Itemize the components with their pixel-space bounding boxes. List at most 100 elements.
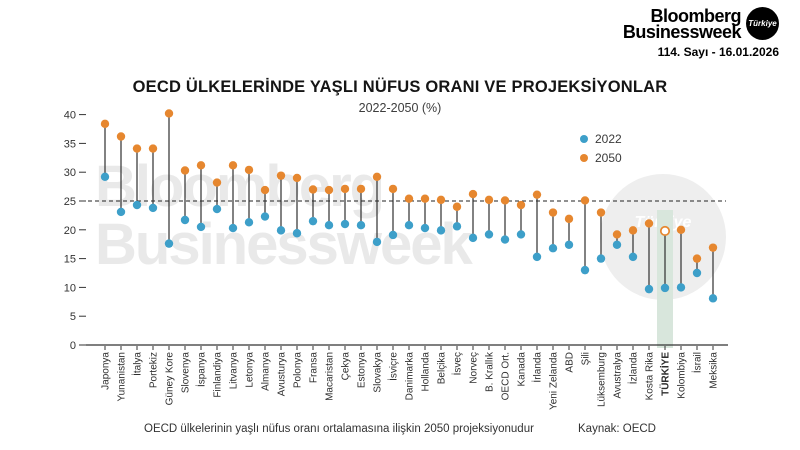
x-category-label: Şili	[581, 352, 592, 365]
dot-2022	[452, 222, 462, 231]
x-category-label: Meksika	[709, 352, 720, 389]
x-category-label: Yunanistan	[117, 352, 128, 402]
legend-label-2050: 2050	[595, 150, 622, 165]
x-category-label: Kolombiya	[677, 352, 688, 399]
y-tick-label: 30	[64, 167, 76, 179]
x-category-label: İzlanda	[627, 352, 640, 385]
x-category-label: Çekya	[341, 352, 352, 381]
x-category-label: İsveç	[451, 352, 464, 375]
dot-2050	[452, 202, 462, 211]
dot-2050	[644, 219, 654, 228]
dot-2022	[564, 240, 574, 249]
dot-2022	[596, 254, 606, 263]
dot-2050	[484, 195, 494, 205]
dot-2050	[659, 225, 671, 237]
x-category-label: Avustralya	[613, 352, 624, 399]
x-category-label: Avusturya	[277, 352, 288, 397]
dot-2050	[500, 196, 510, 205]
dot-2050	[196, 161, 206, 170]
dot-2022	[436, 226, 446, 235]
logo-line1: Bloomberg	[650, 5, 741, 26]
x-category-label: Hollanda	[421, 352, 432, 392]
dot-2022	[324, 220, 334, 230]
dot-2022	[628, 252, 638, 262]
chart-title: OECD ÜLKELERİNDE YAŞLI NÜFUS ORANI VE PR…	[132, 78, 668, 96]
x-category-label: ABD	[565, 352, 576, 373]
x-category-label: Polonya	[293, 352, 304, 389]
dot-2022	[132, 200, 142, 210]
dot-2022	[468, 233, 478, 243]
dot-2050	[132, 144, 142, 153]
dot-2050	[372, 172, 382, 182]
dot-2050	[180, 166, 190, 175]
x-category-label: Lüksemburg	[597, 352, 608, 407]
dot-2022	[372, 237, 382, 247]
dot-2050	[404, 194, 414, 203]
dot-2022	[212, 204, 222, 214]
y-tick-label: 35	[64, 138, 76, 150]
dot-2022	[276, 226, 286, 235]
x-category-label: İsviçre	[387, 352, 400, 381]
dot-2022	[708, 294, 718, 303]
chart-subtitle: 2022-2050 (%)	[358, 101, 442, 115]
dot-2022	[548, 244, 558, 253]
dot-2050	[164, 109, 174, 118]
dot-2050	[612, 230, 622, 239]
dot-2022	[116, 207, 126, 217]
dot-2050	[676, 225, 686, 234]
logo-text: Bloomberg Businessweek	[622, 5, 742, 42]
x-category-label: B. Krallık	[485, 351, 496, 392]
x-category-label: İrlanda	[531, 352, 544, 383]
x-category-label: Portekiz	[149, 352, 160, 388]
dot-2022	[404, 220, 414, 230]
dot-2022	[340, 219, 350, 229]
watermark-line1: Bloomberg	[95, 154, 385, 219]
dot-2050	[628, 226, 638, 235]
dot-2022	[676, 283, 686, 292]
dot-2050	[420, 194, 430, 203]
dot-2022	[580, 265, 590, 275]
y-tick-label: 40	[64, 110, 76, 122]
dot-2022	[356, 220, 366, 230]
dot-2022	[484, 230, 494, 239]
logo-line2: Businessweek	[622, 21, 742, 42]
x-category-label: Slovenya	[181, 352, 192, 394]
legend-item-2022: 2022	[580, 129, 622, 148]
dot-2022	[164, 239, 174, 248]
dot-2050	[276, 171, 286, 180]
x-category-label: Litvanya	[229, 352, 240, 390]
y-tick-label: 10	[64, 282, 76, 294]
x-category-label: İtalya	[131, 352, 144, 376]
legend: 2022 2050	[580, 129, 622, 167]
dot-2050	[580, 196, 590, 205]
dot-2050	[692, 254, 702, 263]
source-note: Kaynak: OECD	[578, 423, 656, 435]
x-category-label: Fransa	[309, 352, 320, 384]
dot-2022	[228, 223, 238, 233]
x-category-label: Slovakya	[373, 352, 384, 393]
dot-2050	[564, 214, 574, 224]
dot-2022	[644, 284, 654, 294]
dot-2022	[388, 230, 398, 240]
dot-2050	[324, 185, 334, 195]
legend-label-2022: 2022	[595, 131, 622, 146]
y-tick-label: 25	[64, 196, 76, 208]
dot-2050	[596, 208, 606, 217]
dot-2022	[244, 218, 254, 227]
x-category-label: Kosta Rika	[645, 352, 656, 401]
x-category-label: Estonya	[357, 352, 368, 389]
x-category-label: İspanya	[195, 352, 208, 387]
dot-2022	[420, 223, 430, 233]
publication-logo: Bloomberg Businessweek Türkiye	[622, 5, 779, 42]
dot-2050	[244, 165, 254, 175]
dot-2022	[196, 222, 206, 232]
dot-2050	[468, 189, 478, 199]
dot-2050	[708, 243, 718, 252]
x-category-label: Kanada	[517, 352, 528, 387]
x-category-label: Belçika	[437, 352, 448, 385]
dot-2022	[612, 240, 622, 249]
dot-2050	[340, 184, 350, 194]
dot-2022	[308, 216, 318, 226]
dot-2050	[356, 184, 366, 194]
